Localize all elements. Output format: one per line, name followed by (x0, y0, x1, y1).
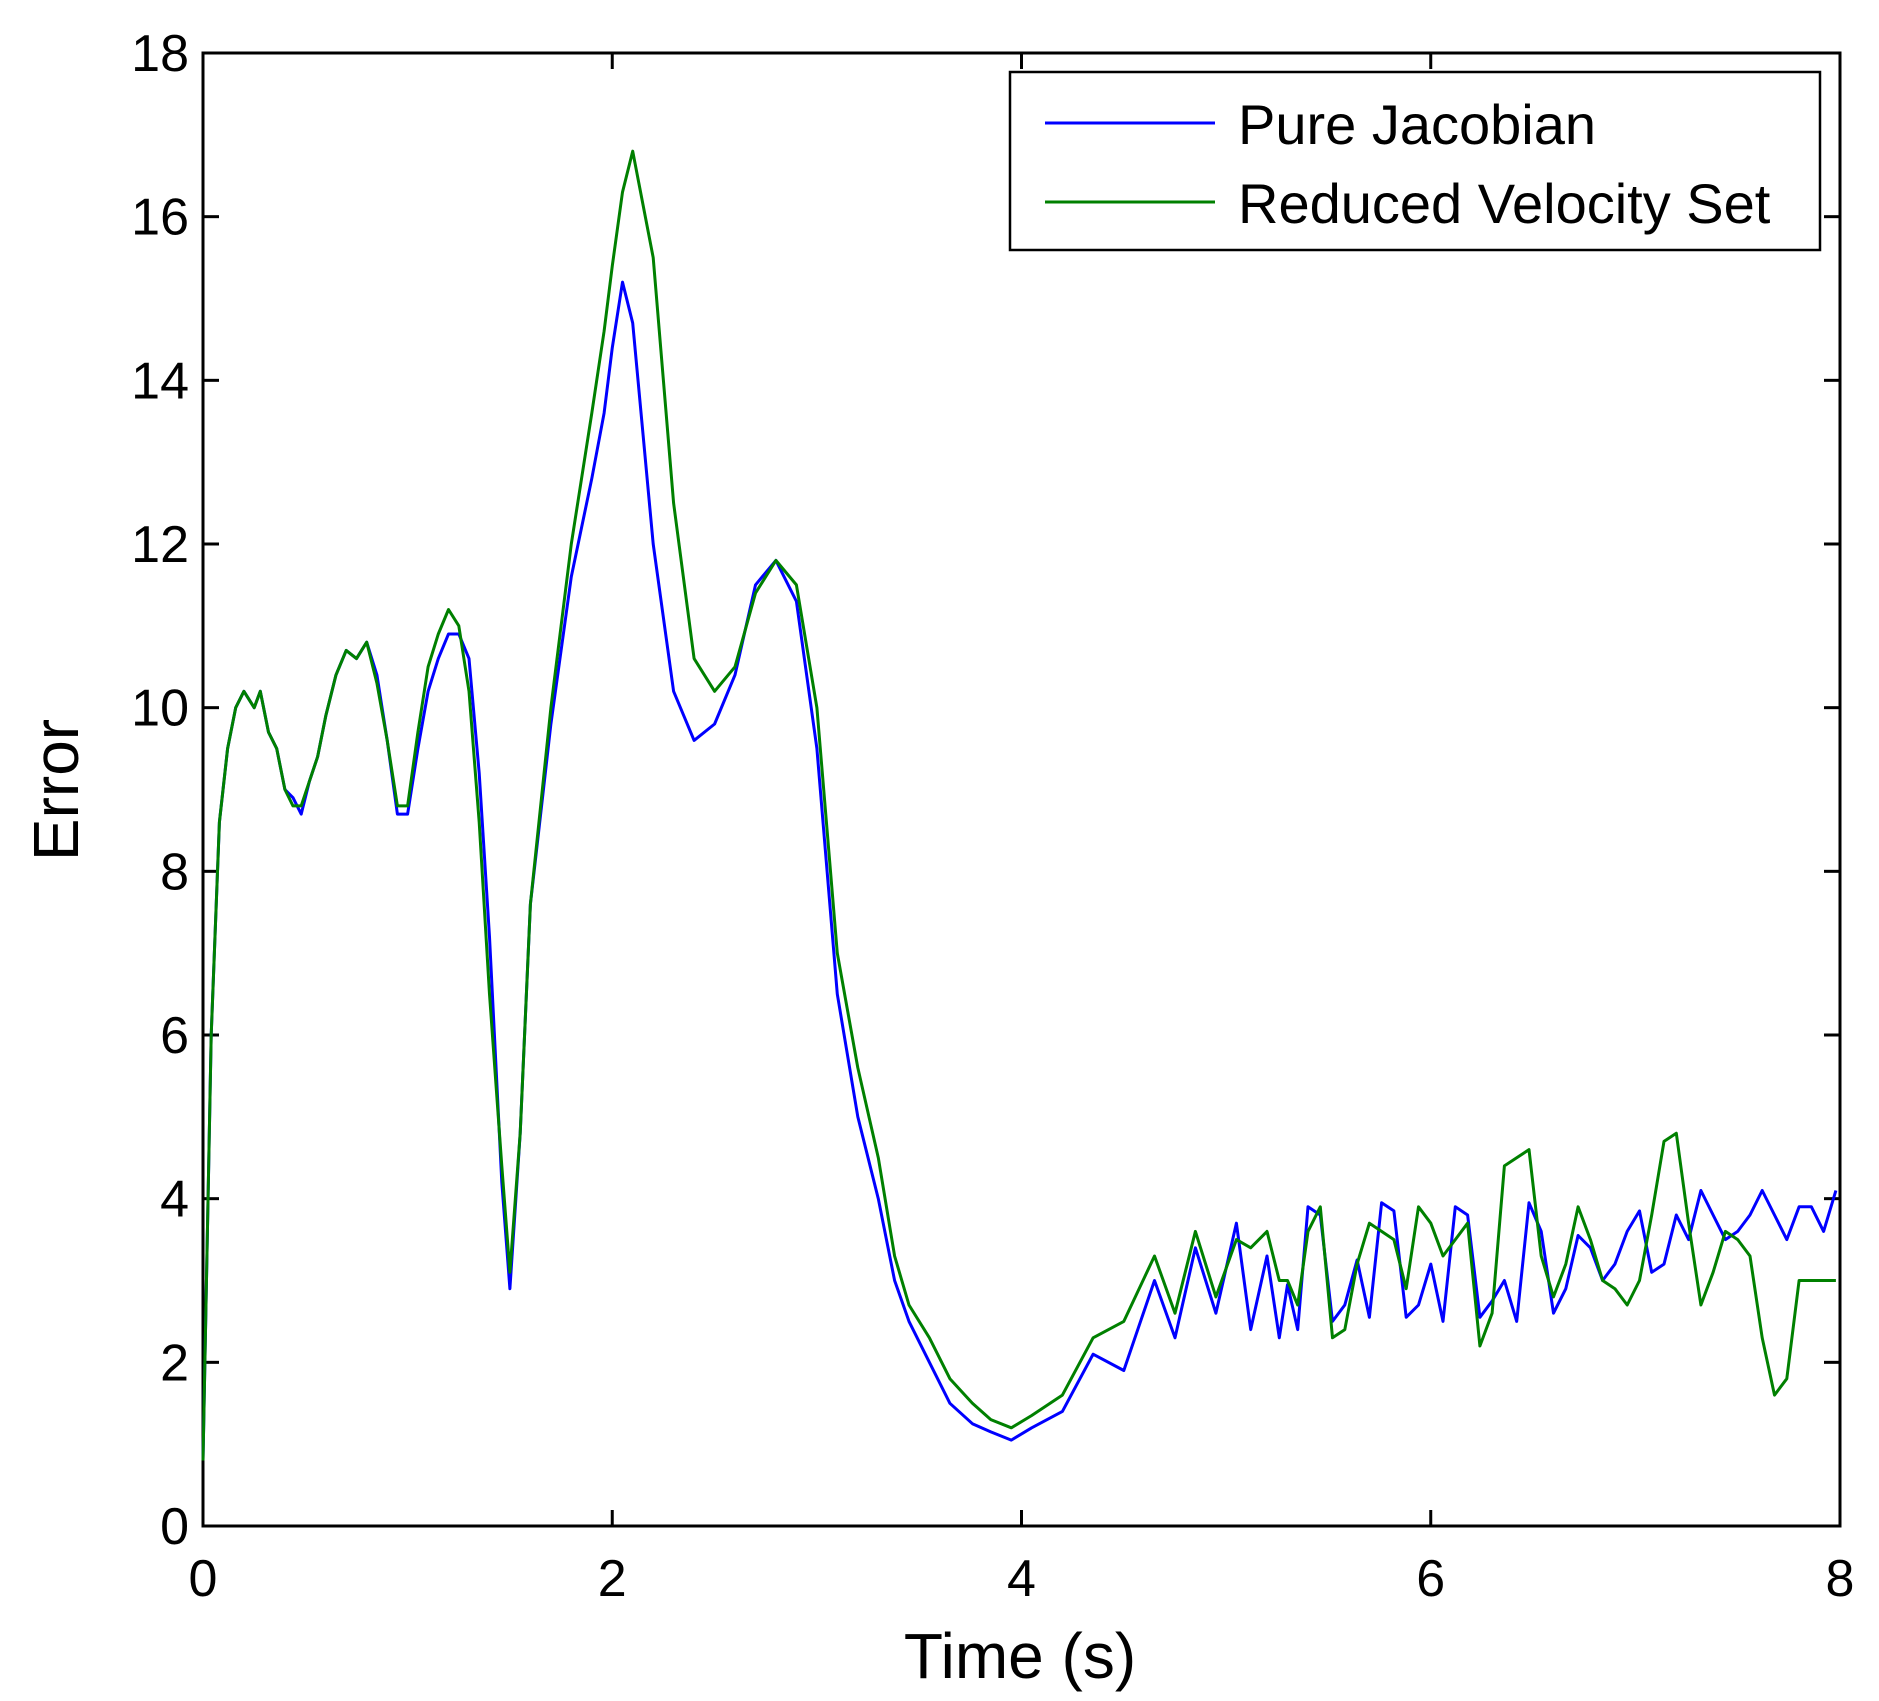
x-tick-label: 6 (1416, 1550, 1445, 1608)
x-tick-label: 2 (598, 1550, 627, 1608)
y-tick-label: 4 (160, 1171, 189, 1229)
x-tick-label: 0 (189, 1550, 218, 1608)
legend-entry-reduced-velocity-set: Reduced Velocity Set (1238, 172, 1771, 235)
y-tick-label: 0 (160, 1498, 189, 1556)
plot-area (201, 51, 1842, 1528)
y-tick-label: 18 (131, 25, 189, 83)
legend-entry-pure-jacobian: Pure Jacobian (1238, 93, 1596, 156)
y-tick-label: 2 (160, 1334, 189, 1392)
y-axis-label: Error (20, 719, 92, 861)
y-tick-label: 12 (131, 516, 189, 574)
legend: Pure Jacobian Reduced Velocity Set (1008, 70, 1822, 252)
x-axis: 0 2 4 6 8 (189, 53, 1855, 1608)
x-tick-label: 8 (1826, 1550, 1855, 1608)
y-tick-label: 16 (131, 189, 189, 247)
y-tick-label: 14 (131, 352, 189, 410)
y-axis: 0 2 4 6 8 10 12 14 16 18 (131, 25, 1840, 1556)
x-axis-label: Time (s) (904, 1620, 1136, 1692)
y-tick-label: 6 (160, 1007, 189, 1065)
series-layer (201, 149, 1838, 1461)
y-tick-label: 8 (160, 843, 189, 901)
series-line-pure-jacobian (201, 280, 1838, 1461)
legend-box (1008, 70, 1822, 252)
series-line-reduced-velocity-set (201, 149, 1836, 1461)
y-tick-label: 10 (131, 680, 189, 738)
x-tick-label: 4 (1007, 1550, 1036, 1608)
